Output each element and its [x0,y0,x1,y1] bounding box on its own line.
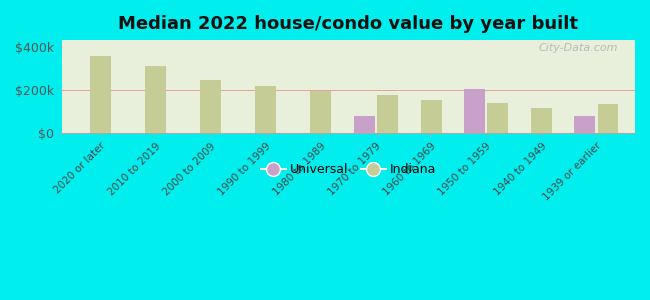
Bar [255,86,276,133]
Title: Median 2022 house/condo value by year built: Median 2022 house/condo value by year bu… [118,15,578,33]
Bar [200,80,221,133]
Text: City-Data.com: City-Data.com [538,43,617,53]
Bar [377,95,398,133]
Bar [597,104,618,133]
Bar [310,92,332,133]
Bar [90,56,110,133]
Bar [488,103,508,133]
Bar [421,100,441,133]
Bar [531,108,552,133]
Legend: Universal, Indiana: Universal, Indiana [256,158,441,181]
Bar [464,89,485,133]
Bar [145,66,166,133]
Bar [354,116,375,133]
Bar [575,116,595,133]
